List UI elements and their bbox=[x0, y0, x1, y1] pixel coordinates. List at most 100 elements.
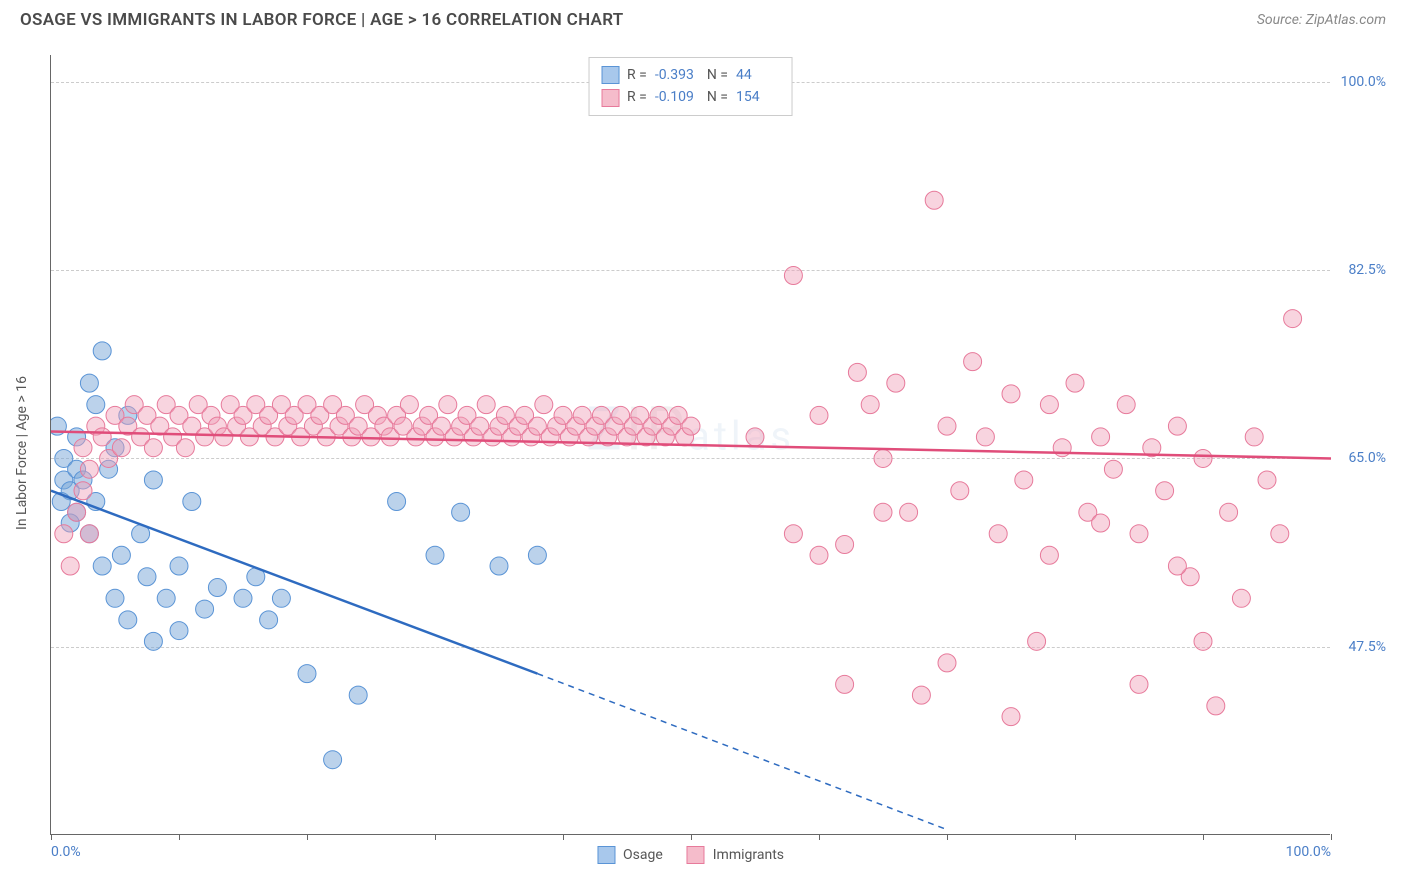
scatter-point bbox=[477, 396, 495, 414]
scatter-point bbox=[836, 675, 854, 693]
legend-swatch-immigrants bbox=[601, 89, 619, 107]
scatter-point bbox=[272, 589, 290, 607]
scatter-point bbox=[452, 503, 470, 521]
legend-item-immigrants: Immigrants bbox=[687, 846, 784, 864]
y-tick-label: 65.0% bbox=[1348, 450, 1386, 466]
legend-correlation: R = -0.393 N = 44 R = -0.109 N = 154 bbox=[588, 57, 793, 116]
scatter-point bbox=[874, 503, 892, 521]
scatter-point bbox=[887, 374, 905, 392]
scatter-point bbox=[1194, 449, 1212, 467]
scatter-point bbox=[196, 600, 214, 618]
scatter-point bbox=[1271, 525, 1289, 543]
scatter-point bbox=[1258, 471, 1276, 489]
scatter-point bbox=[1002, 385, 1020, 403]
y-tick-label: 100.0% bbox=[1341, 74, 1386, 90]
scatter-point bbox=[1194, 632, 1212, 650]
y-axis-label: In Labor Force | Age > 16 bbox=[14, 376, 30, 530]
scatter-point bbox=[1168, 417, 1186, 435]
scatter-point bbox=[80, 374, 98, 392]
chart-title: OSAGE VS IMMIGRANTS IN LABOR FORCE | AGE… bbox=[20, 10, 624, 30]
scatter-point bbox=[260, 611, 278, 629]
chart-container: In Labor Force | Age > 16 ZIPatlas R = -… bbox=[50, 55, 1370, 835]
scatter-point bbox=[535, 396, 553, 414]
scatter-point bbox=[439, 396, 457, 414]
scatter-point bbox=[324, 751, 342, 769]
scatter-point bbox=[208, 579, 226, 597]
scatter-point bbox=[87, 396, 105, 414]
scatter-point bbox=[1156, 482, 1174, 500]
scatter-point bbox=[1220, 503, 1238, 521]
scatter-point bbox=[1168, 557, 1186, 575]
scatter-point bbox=[112, 439, 130, 457]
legend-swatch-osage bbox=[601, 66, 619, 84]
scatter-point bbox=[119, 611, 137, 629]
scatter-point bbox=[93, 557, 111, 575]
scatter-point bbox=[138, 568, 156, 586]
scatter-point bbox=[80, 525, 98, 543]
scatter-point bbox=[170, 557, 188, 575]
scatter-point bbox=[1040, 396, 1058, 414]
scatter-point bbox=[234, 589, 252, 607]
scatter-point bbox=[93, 342, 111, 360]
trend-line-dashed bbox=[537, 674, 947, 830]
scatter-point bbox=[925, 191, 943, 209]
scatter-point bbox=[106, 589, 124, 607]
scatter-point bbox=[400, 396, 418, 414]
scatter-point bbox=[426, 546, 444, 564]
scatter-point bbox=[964, 353, 982, 371]
scatter-point bbox=[810, 406, 828, 424]
scatter-point bbox=[183, 492, 201, 510]
scatter-point bbox=[1130, 675, 1148, 693]
legend-item-osage: Osage bbox=[597, 846, 663, 864]
scatter-point bbox=[74, 439, 92, 457]
scatter-point bbox=[1284, 310, 1302, 328]
scatter-point bbox=[157, 589, 175, 607]
scatter-point bbox=[1002, 708, 1020, 726]
scatter-point bbox=[388, 492, 406, 510]
scatter-point bbox=[349, 686, 367, 704]
scatter-point bbox=[1130, 525, 1148, 543]
x-tick-label: 100.0% bbox=[1286, 844, 1331, 860]
scatter-point bbox=[989, 525, 1007, 543]
scatter-point bbox=[61, 557, 79, 575]
scatter-point bbox=[490, 557, 508, 575]
scatter-point bbox=[861, 396, 879, 414]
legend-series: Osage Immigrants bbox=[597, 846, 784, 864]
scatter-point bbox=[951, 482, 969, 500]
scatter-point bbox=[1028, 632, 1046, 650]
scatter-point bbox=[938, 654, 956, 672]
scatter-point bbox=[1066, 374, 1084, 392]
scatter-point bbox=[93, 428, 111, 446]
scatter-point bbox=[144, 439, 162, 457]
scatter-point bbox=[1015, 471, 1033, 489]
scatter-point bbox=[1232, 589, 1250, 607]
scatter-point bbox=[170, 622, 188, 640]
scatter-point bbox=[874, 449, 892, 467]
scatter-point bbox=[976, 428, 994, 446]
scatter-point bbox=[112, 546, 130, 564]
scatter-svg bbox=[51, 55, 1331, 835]
scatter-point bbox=[746, 428, 764, 446]
chart-header: OSAGE VS IMMIGRANTS IN LABOR FORCE | AGE… bbox=[0, 0, 1406, 35]
scatter-point bbox=[68, 503, 86, 521]
scatter-point bbox=[74, 482, 92, 500]
legend-bottom-swatch-immigrants bbox=[687, 846, 705, 864]
x-tick-label: 0.0% bbox=[51, 844, 81, 860]
scatter-point bbox=[938, 417, 956, 435]
scatter-point bbox=[176, 439, 194, 457]
scatter-point bbox=[836, 536, 854, 554]
scatter-point bbox=[80, 460, 98, 478]
scatter-point bbox=[784, 267, 802, 285]
scatter-point bbox=[1245, 428, 1263, 446]
scatter-point bbox=[848, 363, 866, 381]
scatter-point bbox=[912, 686, 930, 704]
scatter-point bbox=[900, 503, 918, 521]
scatter-point bbox=[1104, 460, 1122, 478]
scatter-point bbox=[55, 525, 73, 543]
x-tick bbox=[1331, 834, 1332, 840]
scatter-point bbox=[1092, 514, 1110, 532]
y-tick-label: 82.5% bbox=[1348, 262, 1386, 278]
y-tick-label: 47.5% bbox=[1348, 639, 1386, 655]
scatter-point bbox=[810, 546, 828, 564]
scatter-point bbox=[528, 546, 546, 564]
